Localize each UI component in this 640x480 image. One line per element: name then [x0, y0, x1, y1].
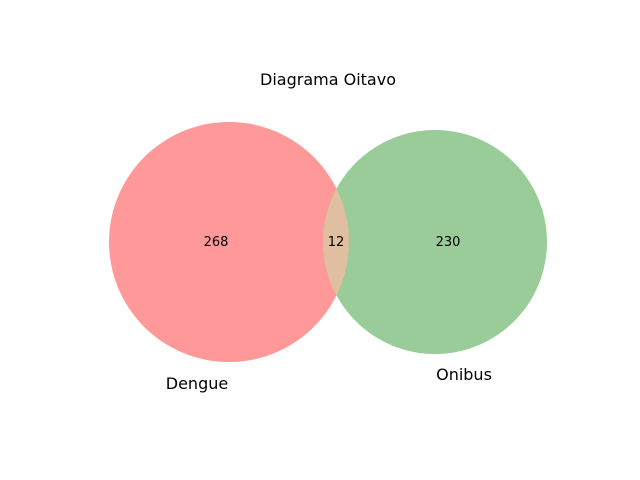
- diagram-title: Diagrama Oitavo: [260, 70, 396, 89]
- set-b-circle: [323, 130, 547, 354]
- region-count-only-b: 230: [436, 235, 461, 250]
- set-a-circle: [109, 122, 349, 362]
- set-b-label: Onibus: [436, 365, 492, 384]
- region-count-both: 12: [328, 235, 345, 250]
- region-count-only-a: 268: [204, 235, 229, 250]
- set-a-label: Dengue: [166, 374, 228, 393]
